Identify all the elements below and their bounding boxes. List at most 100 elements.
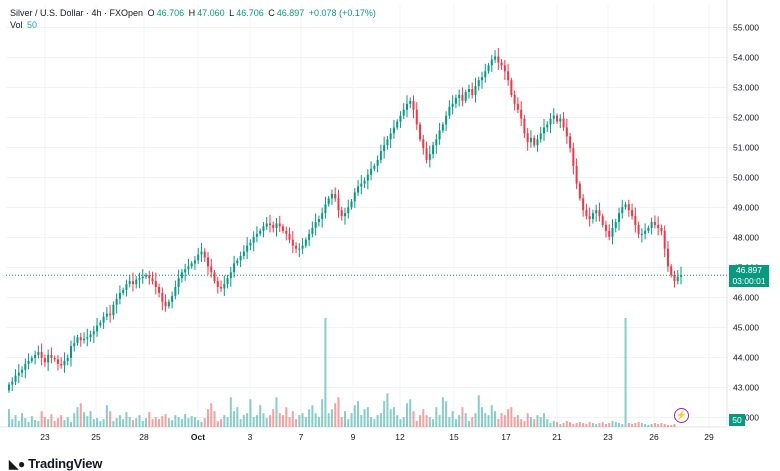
candle-body (556, 115, 559, 122)
volume-bar (500, 413, 503, 427)
candle-body (96, 325, 99, 332)
volume-bar (357, 401, 360, 427)
volume-bar (591, 423, 594, 427)
volume-bar (278, 413, 281, 427)
tradingview-logo[interactable]: ◣● TradingView (9, 456, 102, 471)
volume-bar (262, 413, 265, 427)
candle-body (357, 186, 360, 193)
candle-body (311, 227, 314, 234)
volume-bar (11, 419, 14, 427)
volume-bar (249, 399, 252, 427)
candle-body (193, 260, 196, 264)
candle-body (350, 201, 353, 208)
volume-bar (624, 318, 627, 427)
volume-bar (301, 413, 304, 427)
volume-bar (343, 411, 347, 427)
open-label: O (147, 8, 155, 18)
symbol-label: Silver / U.S. Dollar · 4h · FXOpen (10, 8, 144, 18)
candle-body (79, 337, 82, 341)
candle-body (631, 210, 634, 217)
volume-bar (552, 421, 555, 427)
candle-body (585, 210, 588, 217)
candle-body (366, 174, 369, 181)
volume-bar (118, 415, 121, 427)
volume-bar (311, 405, 314, 427)
volume-bar (102, 419, 105, 427)
volume-bar (226, 417, 229, 427)
candle-body (399, 115, 402, 122)
volume-bar (562, 423, 565, 427)
candle-body (206, 257, 210, 267)
volume-bar (141, 421, 144, 427)
volume-bar (138, 415, 141, 427)
candle-body (529, 137, 532, 143)
volume-bar (161, 416, 164, 427)
volume-bar (484, 413, 487, 427)
volume-bar (334, 403, 337, 427)
volume-bar (56, 418, 59, 427)
candle-body (507, 71, 510, 81)
volume-bar (252, 417, 255, 427)
volume-bar (17, 421, 20, 427)
volume-bar (611, 421, 614, 427)
lightning-bolt-icon[interactable]: ⚡ (674, 408, 689, 423)
volume-bar (177, 417, 180, 427)
candle-body (37, 352, 40, 355)
candle-body (428, 154, 431, 160)
volume-bar (608, 423, 611, 427)
volume-axis-tag: 50 (729, 414, 745, 426)
candle-body (24, 363, 27, 370)
candle-body (213, 272, 216, 282)
volume-bar (164, 414, 167, 427)
volume-bar (187, 418, 190, 427)
volume-bar (660, 423, 663, 427)
candle-body (105, 313, 108, 317)
candle-body (441, 124, 444, 131)
candle-body (317, 219, 320, 223)
volume-bar (259, 405, 262, 427)
price-axis-label: 45.000 (733, 323, 759, 333)
candle-body (229, 272, 232, 279)
candle-body (559, 118, 562, 122)
volume-bar (330, 409, 333, 427)
volume-bar (363, 409, 366, 427)
volume-bar (510, 407, 513, 427)
candle-body (131, 281, 134, 285)
candle-body (513, 94, 516, 104)
candle-body (259, 230, 262, 234)
candle-body (30, 357, 33, 361)
last-price-tag: 46.897 (729, 265, 769, 276)
candle-body (572, 148, 575, 166)
candle-body (125, 284, 128, 290)
volume-bar (96, 418, 99, 427)
candle-body (676, 276, 679, 282)
time-axis-label: 23 (603, 432, 613, 442)
volume-bar (148, 412, 151, 427)
candle-body (670, 266, 673, 276)
logo-text: TradingView (28, 456, 103, 471)
candle-body (569, 136, 572, 149)
volume-bar (435, 407, 438, 427)
candle-body (523, 118, 526, 134)
volume-bar (268, 415, 271, 427)
volume-bar (523, 421, 526, 427)
volume-bar (272, 409, 275, 427)
candle-body (679, 275, 683, 277)
volume-bar (47, 419, 50, 427)
volume-bar (69, 422, 72, 427)
time-axis-label: 28 (139, 432, 149, 442)
volume-bar (197, 420, 200, 427)
candle-body (304, 239, 307, 246)
candle-body (66, 357, 69, 361)
candle-body (379, 151, 382, 160)
volume-bar (529, 417, 532, 427)
volume-bar (565, 421, 568, 427)
candle-body (200, 251, 203, 255)
volume-bar (190, 416, 193, 427)
volume-bar (180, 419, 183, 427)
candle-body (285, 230, 288, 234)
volume-bar (425, 415, 428, 427)
volume-bar (63, 420, 66, 427)
volume-bar (559, 424, 562, 427)
